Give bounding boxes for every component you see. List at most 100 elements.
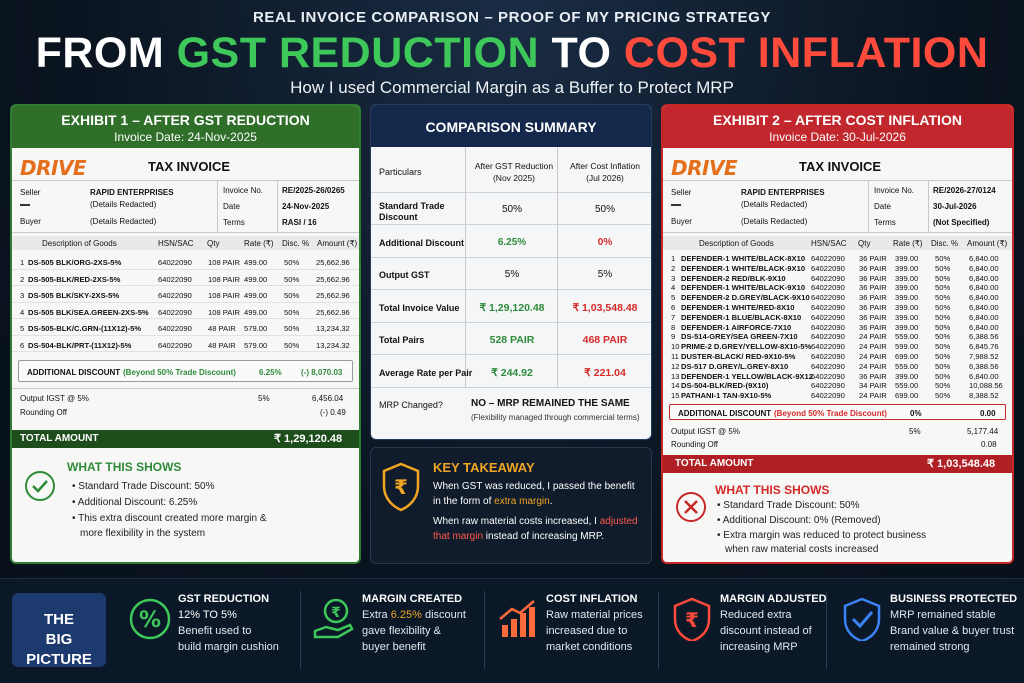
col-disc: Disc. %: [282, 239, 310, 248]
table-cell: 6: [20, 340, 25, 350]
table-row: 2 DS-505-BLK/RED-2XS-5% 64022090 108 PAIR 49…: [12, 270, 359, 286]
total-amount-bar: TOTAL AMOUNT ₹ 1,03,548.48: [663, 455, 1012, 473]
summary-row-label: Average Rate per Pair: [379, 367, 473, 378]
table-cell: 64022090: [811, 312, 845, 322]
buyer-label: Buyer: [671, 217, 692, 226]
table-cell: 6: [671, 303, 676, 312]
summary-row-label: Discount: [379, 212, 418, 222]
seller-details: (Details Redacted): [741, 200, 808, 209]
key-line: When GST was reduced, I passed the benef…: [433, 481, 635, 492]
wts-title: WHAT THIS SHOWS: [715, 483, 830, 497]
col-qty: Qty: [858, 239, 871, 248]
item-line: build margin cushion: [178, 641, 279, 653]
terms-value: (Not Specified): [933, 218, 990, 227]
table-cell: 64022090: [811, 391, 845, 401]
table-cell: 36 PAIR: [859, 254, 887, 263]
seller-details: (Details Redacted): [90, 200, 157, 209]
table-row: 1 DS-505 BLK/ORG-2XS-5% 64022090 108 PAIR 49…: [12, 253, 359, 270]
summary-row: Total Pairs 528 PAIR 468 PAIR: [371, 323, 651, 355]
item-line: discount instead of: [720, 625, 812, 637]
table-cell: 24 PAIR: [859, 391, 887, 401]
table-cell: 25,662.96: [316, 274, 350, 284]
table-cell: 64022090: [811, 254, 845, 263]
item-highlight: 6.25%: [390, 609, 422, 621]
additional-discount-value: 0.00: [980, 409, 996, 418]
item-line: Benefit used to: [178, 625, 252, 637]
rupee-shield-icon: ₹: [673, 597, 711, 641]
exhibit-2-header: EXHIBIT 2 – AFTER COST INFLATION Invoice…: [663, 106, 1012, 148]
table-cell: 579.00: [244, 340, 268, 350]
divider: [465, 147, 466, 387]
drive-logo: DRIVE: [671, 156, 738, 180]
summary-row-label: Output GST: [379, 270, 430, 280]
divider: [826, 591, 827, 669]
table-row: 5 DS-505-BLK/C.GRN-(11X12)-5% 64022090 48 P…: [12, 319, 359, 336]
table-cell: 64022090: [811, 352, 845, 361]
table-cell: 50%: [284, 340, 300, 350]
summary-row: Additional Discount 6.25% 0%: [371, 226, 651, 258]
table-cell: 699.00: [895, 352, 919, 361]
key-line: that margin instead of increasing MRP.: [433, 531, 604, 542]
seller-name: RAPID ENTERPRISES: [90, 188, 174, 197]
table-cell: 399.00: [895, 322, 919, 332]
table-cell: 399.00: [895, 273, 919, 283]
wts-title: WHAT THIS SHOWS: [67, 460, 182, 474]
wts-bullet-text: Standard Trade Discount: 50%: [723, 500, 860, 511]
table-cell: 499.00: [244, 307, 268, 317]
table-row: 5 DEFENDER-2 D.GREY/BLACK-9X10 64022090 36 …: [663, 292, 1012, 302]
table-cell: 13: [671, 371, 680, 381]
seller-name: RAPID ENTERPRISES: [741, 188, 825, 197]
wts-bullet: • Extra margin was reduced to protect bu…: [717, 530, 927, 541]
table-cell: 50%: [284, 307, 300, 317]
key-takeaway-title: KEY TAKEAWAY: [433, 460, 535, 475]
title-part-to: TO: [539, 29, 624, 77]
svg-text:₹: ₹: [331, 605, 341, 621]
table-row: 6 DEFENDER-1 WHITE/RED-8X10 64022090 36 PAI…: [663, 302, 1012, 312]
table-cell: 2: [671, 263, 676, 273]
divider: [557, 147, 558, 387]
item-line: market conditions: [546, 641, 633, 653]
table-cell: DEFENDER-1 BLUE/BLACK-8X10: [681, 312, 802, 322]
table-cell: 399.00: [895, 283, 919, 293]
item-line: buyer benefit: [362, 641, 426, 653]
exhibit-2-title: EXHIBIT 2 – AFTER COST INFLATION: [713, 112, 962, 128]
summary-row: Standard Trade Discount 50% 50%: [371, 193, 651, 225]
divider: [217, 180, 218, 232]
exhibit-1-title: EXHIBIT 1 – AFTER GST REDUCTION: [61, 112, 310, 128]
table-cell: 64022090: [811, 371, 845, 381]
item-line: remained strong: [890, 641, 970, 653]
table-row: 10 PRIME-2 D.GREY/YELLOW-8X10-5% 64022090 2…: [663, 341, 1012, 351]
wts-bullet-text: This extra discount created more margin …: [78, 513, 267, 524]
summary-title: COMPARISON SUMMARY: [425, 119, 597, 135]
total-value: ₹ 1,03,548.48: [927, 458, 996, 470]
wts-bullet-text: Additional Discount: 0% (Removed): [722, 515, 881, 526]
invoice-no-label: Invoice No.: [874, 186, 915, 195]
table-cell: 6,388.56: [969, 332, 999, 342]
table-cell: DS-514-GREY/SEA GREEN-7X10: [681, 332, 798, 342]
title-part-from: FROM: [35, 29, 177, 77]
item-line: gave flexibility &: [362, 625, 441, 637]
svg-text:₹: ₹: [685, 608, 699, 632]
table-cell: 64022090: [158, 340, 192, 350]
summary-value-cost: 50%: [594, 204, 615, 215]
item-line: 12% TO 5%: [178, 609, 237, 621]
summary-header: COMPARISON SUMMARY: [371, 105, 651, 147]
table-cell: 50%: [935, 371, 951, 381]
item-text: discount: [421, 609, 466, 621]
table-cell: DS-517 D.GREY/L.GREY-8X10: [681, 361, 789, 371]
wts-bullet-text: Additional Discount: 6.25%: [77, 497, 198, 508]
table-cell: 64022090: [811, 361, 845, 371]
terms-label: Terms: [874, 218, 896, 227]
cross-icon: [676, 492, 706, 522]
table-cell: DS-505-BLK/C.GRN-(11X12)-5%: [28, 324, 142, 333]
table-cell: 50%: [284, 258, 300, 267]
item-heading: MARGIN CREATED: [362, 593, 463, 605]
rising-chart-icon: [499, 600, 535, 637]
col-hsn: HSN/SAC: [158, 239, 194, 248]
table-cell: DS-505 BLK/SEA.GREEN-2XS-5%: [28, 307, 149, 317]
table-cell: 12: [671, 361, 680, 371]
col-hsn: HSN/SAC: [811, 239, 847, 248]
total-amount-bar: TOTAL AMOUNT ₹ 1,29,120.48: [12, 430, 359, 448]
exhibit-1-panel: EXHIBIT 1 – AFTER GST REDUCTION Invoice …: [10, 104, 361, 564]
big-picture-label: THE BIG PICTURE: [12, 593, 106, 668]
